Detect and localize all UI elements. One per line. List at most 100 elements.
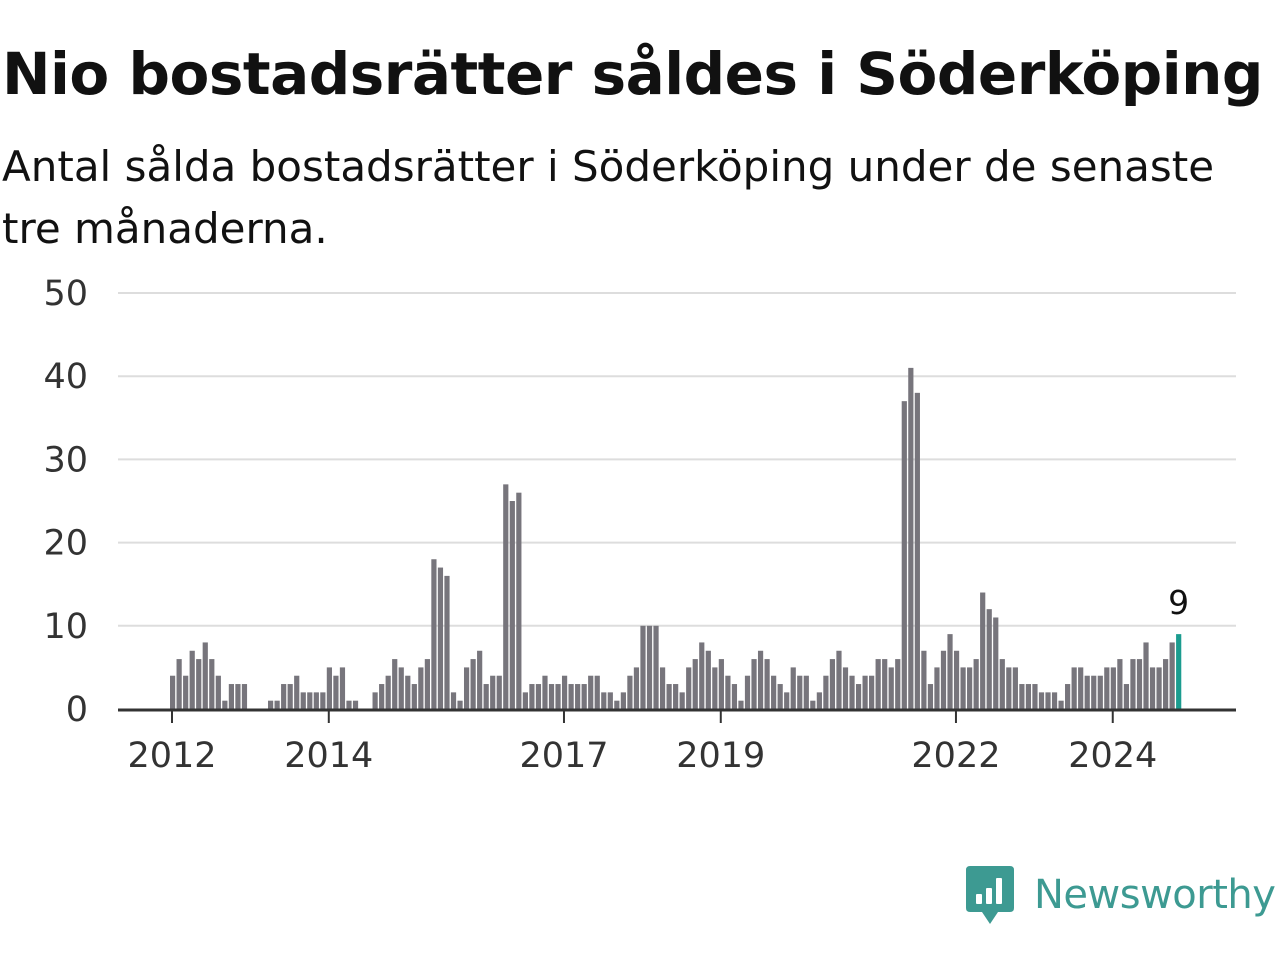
bar [294,675,300,709]
bar [908,367,914,709]
bar [940,650,947,709]
bar [869,675,875,709]
bar [235,684,241,709]
bar [457,700,463,709]
bar [183,675,189,709]
bar [640,625,646,709]
bar [993,617,999,709]
bar [914,392,920,709]
bar [999,659,1005,709]
bar [692,659,698,709]
labels: 0 10 20 30 40 50 2012 2014 2017 2019 2022 2024 9 [43,274,1189,776]
bar [490,675,496,709]
bar [346,700,352,709]
bar [777,684,783,709]
x-tick-label-2012: 2012 [127,736,216,776]
bar [202,642,208,709]
bar [352,700,359,709]
bar [836,650,842,709]
bar [797,675,803,709]
bar [477,650,483,709]
bar [1097,675,1103,709]
bar [424,659,430,709]
bar [980,592,986,709]
bar [320,692,326,709]
bar [1123,684,1130,709]
bar [967,667,973,709]
bar [548,684,555,709]
bar [503,484,509,709]
x-tick-label-2017: 2017 [519,736,608,776]
bar [496,675,502,709]
bar [339,667,346,709]
bar [1110,667,1116,709]
bar [620,692,626,709]
bar [934,667,940,709]
bar [215,675,221,709]
y-tick-label-30: 30 [43,440,88,480]
bar [953,650,960,709]
bar [555,684,561,709]
bar [561,675,568,709]
bar [764,659,770,709]
bar [575,684,581,709]
gridlines [118,292,1236,627]
bar [1104,667,1110,709]
bar [196,659,202,709]
bar [686,667,692,709]
chart-subtitle: Antal sålda bostadsrätter i Söderköping … [2,142,1215,253]
bar [790,667,796,709]
bar [855,684,862,709]
latest-value-label: 9 [1168,583,1189,622]
newsworthy-brand-name: Newsworthy [1034,872,1276,918]
bar [607,692,613,709]
bar [986,609,992,709]
bar [333,675,339,709]
bar [1038,692,1045,709]
bar [784,692,790,709]
bar-chart: 0 10 20 30 40 50 2012 2014 2017 2019 2022 2024 9 [43,274,1236,776]
bar [176,659,182,709]
bar [281,684,287,709]
bar [405,675,411,709]
bar [882,659,888,709]
bar [509,501,515,709]
bar [1078,667,1084,709]
bar [731,684,738,709]
bar [705,650,711,709]
bar [483,684,489,709]
bar [712,667,718,709]
bar [568,684,574,709]
bar [1149,667,1156,709]
bar [849,675,855,709]
bar [888,667,894,709]
bar [810,700,816,709]
bar [803,675,809,709]
bar [842,667,849,709]
bar [659,667,666,709]
y-tick-label-0: 0 [66,690,88,730]
bar-latest [1176,634,1182,709]
bar [189,650,195,709]
bar [771,675,777,709]
y-tick-label-40: 40 [43,357,88,397]
bar [241,684,248,709]
bar [653,625,659,709]
bar [307,692,313,709]
bar [535,684,542,709]
bar [725,675,731,709]
newsworthy-chart-bubble-icon [966,866,1014,924]
bar [1163,659,1169,709]
bar [431,559,437,709]
x-axis [118,708,1236,723]
bar [973,659,979,709]
bar [673,684,679,709]
bar [418,667,424,709]
bar [444,575,450,709]
bar [1051,692,1058,709]
bar [274,700,280,709]
y-tick-label-20: 20 [43,524,88,564]
bar [718,659,724,709]
bar [450,692,457,709]
bar [1084,675,1090,709]
